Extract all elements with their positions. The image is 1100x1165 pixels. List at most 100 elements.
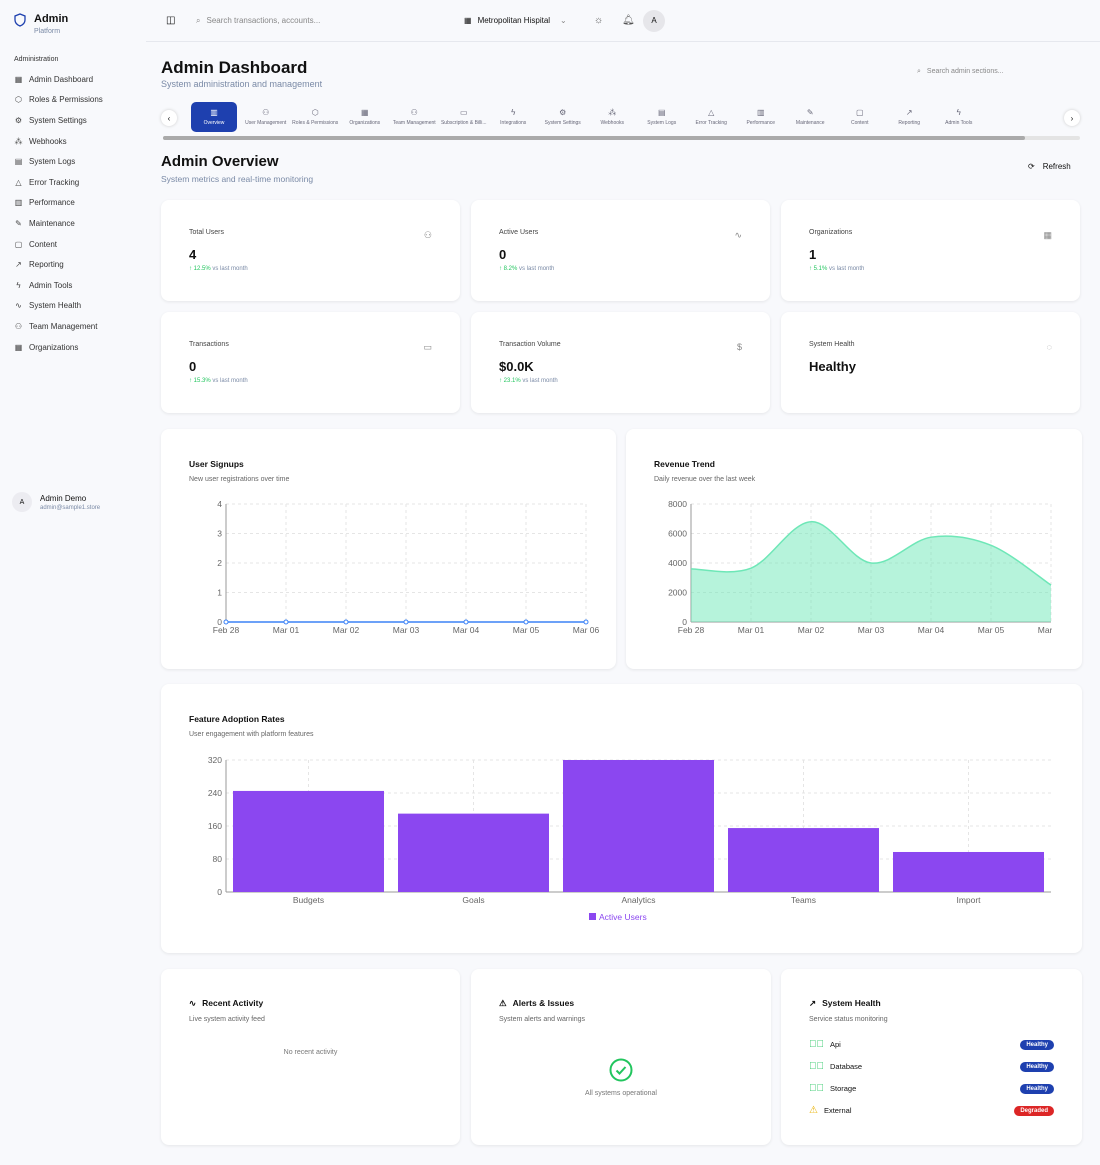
theme-toggle-icon[interactable]: ☼: [594, 15, 604, 26]
change-suffix: vs last month: [212, 378, 248, 384]
sidebar-item-maintenance[interactable]: ✎ Maintenance: [0, 213, 146, 234]
file-icon: ▤: [14, 157, 23, 167]
sidebar-item-performance[interactable]: ▥ Performance: [0, 193, 146, 214]
sidebar-item-label: Webhooks: [29, 136, 67, 146]
x-tick-label: Teams: [791, 895, 816, 905]
x-tick-label: Feb 28: [213, 625, 240, 635]
card-title: System Health: [822, 998, 881, 1008]
shield-icon: [14, 13, 26, 27]
tab-icon: ↗: [905, 108, 913, 117]
system-health-card: ↗ System Health Service status monitoring…: [781, 969, 1082, 1145]
service-name: External: [823, 1106, 852, 1115]
tab-maintenance[interactable]: ✎ Maintenance: [786, 102, 836, 132]
sidebar-item-system-logs[interactable]: ▤ System Logs: [0, 151, 146, 172]
change-suffix: vs last month: [522, 378, 558, 384]
organization-selector[interactable]: ▦ Metropolitan Hispital ⌄: [464, 16, 567, 25]
brand: Admin Platform: [0, 0, 146, 48]
feature-adoption-chart: 0 80 160 240 320 Budgets Goals Analytics Teams Im…: [208, 755, 1051, 922]
check-circle-icon: ✓⃝: [809, 1061, 824, 1072]
tab-overview[interactable]: ▥ Overview: [191, 102, 237, 132]
sidebar-item-content[interactable]: ▢ Content: [0, 234, 146, 255]
sidebar-item-label: Admin Tools: [29, 280, 73, 290]
tab-user-management[interactable]: ⚇ User Management: [241, 102, 291, 132]
tab-label: System Logs: [647, 120, 677, 126]
tab-system-settings[interactable]: ⚙ System Settings: [538, 102, 588, 132]
tab-roles-permissions[interactable]: ⬡ Roles & Permissions: [291, 102, 341, 132]
user-name: Admin Demo: [40, 493, 87, 503]
tab-integrations[interactable]: ϟ Integrations: [489, 102, 539, 132]
refresh-button[interactable]: ⟳ Refresh: [1028, 162, 1071, 171]
sidebar-item-system-settings[interactable]: ⚙ System Settings: [0, 110, 146, 131]
y-tick-label: 320: [208, 755, 222, 765]
sidebar-item-system-health[interactable]: ∿ System Health: [0, 296, 146, 317]
y-tick-label: 0: [217, 887, 222, 897]
card-title: Alerts & Issues: [512, 998, 575, 1008]
sidebar-item-organizations[interactable]: ▦ Organizations: [0, 337, 146, 358]
y-tick-label: 80: [213, 854, 223, 864]
sidebar-item-team-management[interactable]: ⚇ Team Management: [0, 316, 146, 337]
sidebar-item-webhooks[interactable]: ⁂ Webhooks: [0, 131, 146, 152]
global-search-input[interactable]: ⌕ Search transactions, accounts...: [196, 16, 320, 26]
sidebar-item-reporting[interactable]: ↗ Reporting: [0, 254, 146, 275]
credit-card-icon: ▭: [423, 342, 432, 352]
tab-team-management[interactable]: ⚇ Team Management: [390, 102, 440, 132]
tab-icon: ϟ: [956, 108, 961, 117]
tab-webhooks[interactable]: ⁂ Webhooks: [588, 102, 638, 132]
service-row: ⚠︎ External Degraded: [809, 1105, 1054, 1116]
brand-subtitle: Platform: [34, 28, 61, 35]
stat-change: ↑ 12.5% vs last month: [189, 266, 248, 272]
bell-icon[interactable]: 🔔︎: [622, 15, 635, 26]
x-tick-label: Mar 04: [453, 625, 480, 635]
tab-system-logs[interactable]: ▤ System Logs: [637, 102, 687, 132]
tab-organizations[interactable]: ▦ Organizations: [340, 102, 390, 132]
revenue-trend-card: Revenue Trend Daily revenue over the las…: [626, 429, 1082, 669]
user-profile[interactable]: A Admin Demo admin@sample1.store: [12, 492, 100, 512]
section-tabs: ‹ ▥ Overview ⚇ User Management ⬡ Roles & Perm…: [161, 100, 1082, 142]
change-percent: 5.1%: [813, 266, 828, 272]
x-tick-label: Mar 05: [513, 625, 540, 635]
sidebar-item-admin-dashboard[interactable]: ▦ Admin Dashboard: [0, 69, 146, 90]
building-icon: ▦: [14, 342, 23, 352]
sidebar-item-error-tracking[interactable]: △ Error Tracking: [0, 172, 146, 193]
bar: [398, 813, 549, 892]
tab-icon: ⬡: [311, 108, 319, 117]
tab-content[interactable]: ▢ Content: [835, 102, 885, 132]
tab-label: Integrations: [500, 120, 527, 126]
building-icon: ▦: [464, 16, 472, 25]
tab-icon: ⚇: [262, 108, 270, 117]
tab-label: Reporting: [898, 120, 921, 126]
tab-reporting[interactable]: ↗ Reporting: [885, 102, 935, 132]
admin-search-input[interactable]: ⌕ Search admin sections...: [917, 68, 1004, 76]
stat-value: $0.0K: [499, 359, 534, 374]
warning-icon: ⚠︎: [499, 998, 507, 1008]
trending-up-icon: ↗: [809, 998, 817, 1008]
tab-label: System Settings: [544, 120, 581, 126]
building-icon: ▦: [1043, 230, 1052, 240]
sidebar-item-label: Reporting: [29, 260, 64, 270]
sidebar-item-admin-tools[interactable]: ϟ Admin Tools: [0, 275, 146, 296]
avatar: A: [12, 492, 32, 512]
bar-chart-icon: ▥: [14, 198, 23, 208]
x-tick-label: Budgets: [293, 895, 324, 905]
tab-admin-tools[interactable]: ϟ Admin Tools: [934, 102, 984, 132]
service-name: Storage: [830, 1084, 857, 1093]
empty-state: No recent activity: [283, 1049, 338, 1056]
tab-subscription-billi[interactable]: ▭ Subscription & Billi...: [439, 102, 489, 132]
user-avatar-button[interactable]: A: [643, 9, 665, 32]
tabs-scroll-right-button[interactable]: ›: [1064, 110, 1080, 126]
sidebar-toggle-icon[interactable]: ◫: [166, 15, 176, 26]
stat-change: ↑ 15.3% vs last month: [189, 378, 248, 384]
sidebar-item-roles-permissions[interactable]: ⬡ Roles & Permissions: [0, 90, 146, 111]
tabs-scroll-left-button[interactable]: ‹: [161, 110, 177, 126]
tab-error-tracking[interactable]: △ Error Tracking: [687, 102, 737, 132]
change-percent: 8.2%: [503, 266, 518, 272]
users-icon: ⚇: [423, 230, 432, 240]
y-tick-label: 160: [208, 821, 222, 831]
arrow-up-icon: ↑: [499, 266, 502, 272]
stat-value: 0: [499, 247, 507, 262]
tab-performance[interactable]: ▥ Performance: [736, 102, 786, 132]
warning-icon: △: [15, 177, 22, 187]
tab-label: Admin Tools: [945, 120, 973, 126]
tabs-scrollbar[interactable]: [163, 136, 1080, 140]
stat-change: ↑ 5.1% vs last month: [809, 266, 864, 272]
